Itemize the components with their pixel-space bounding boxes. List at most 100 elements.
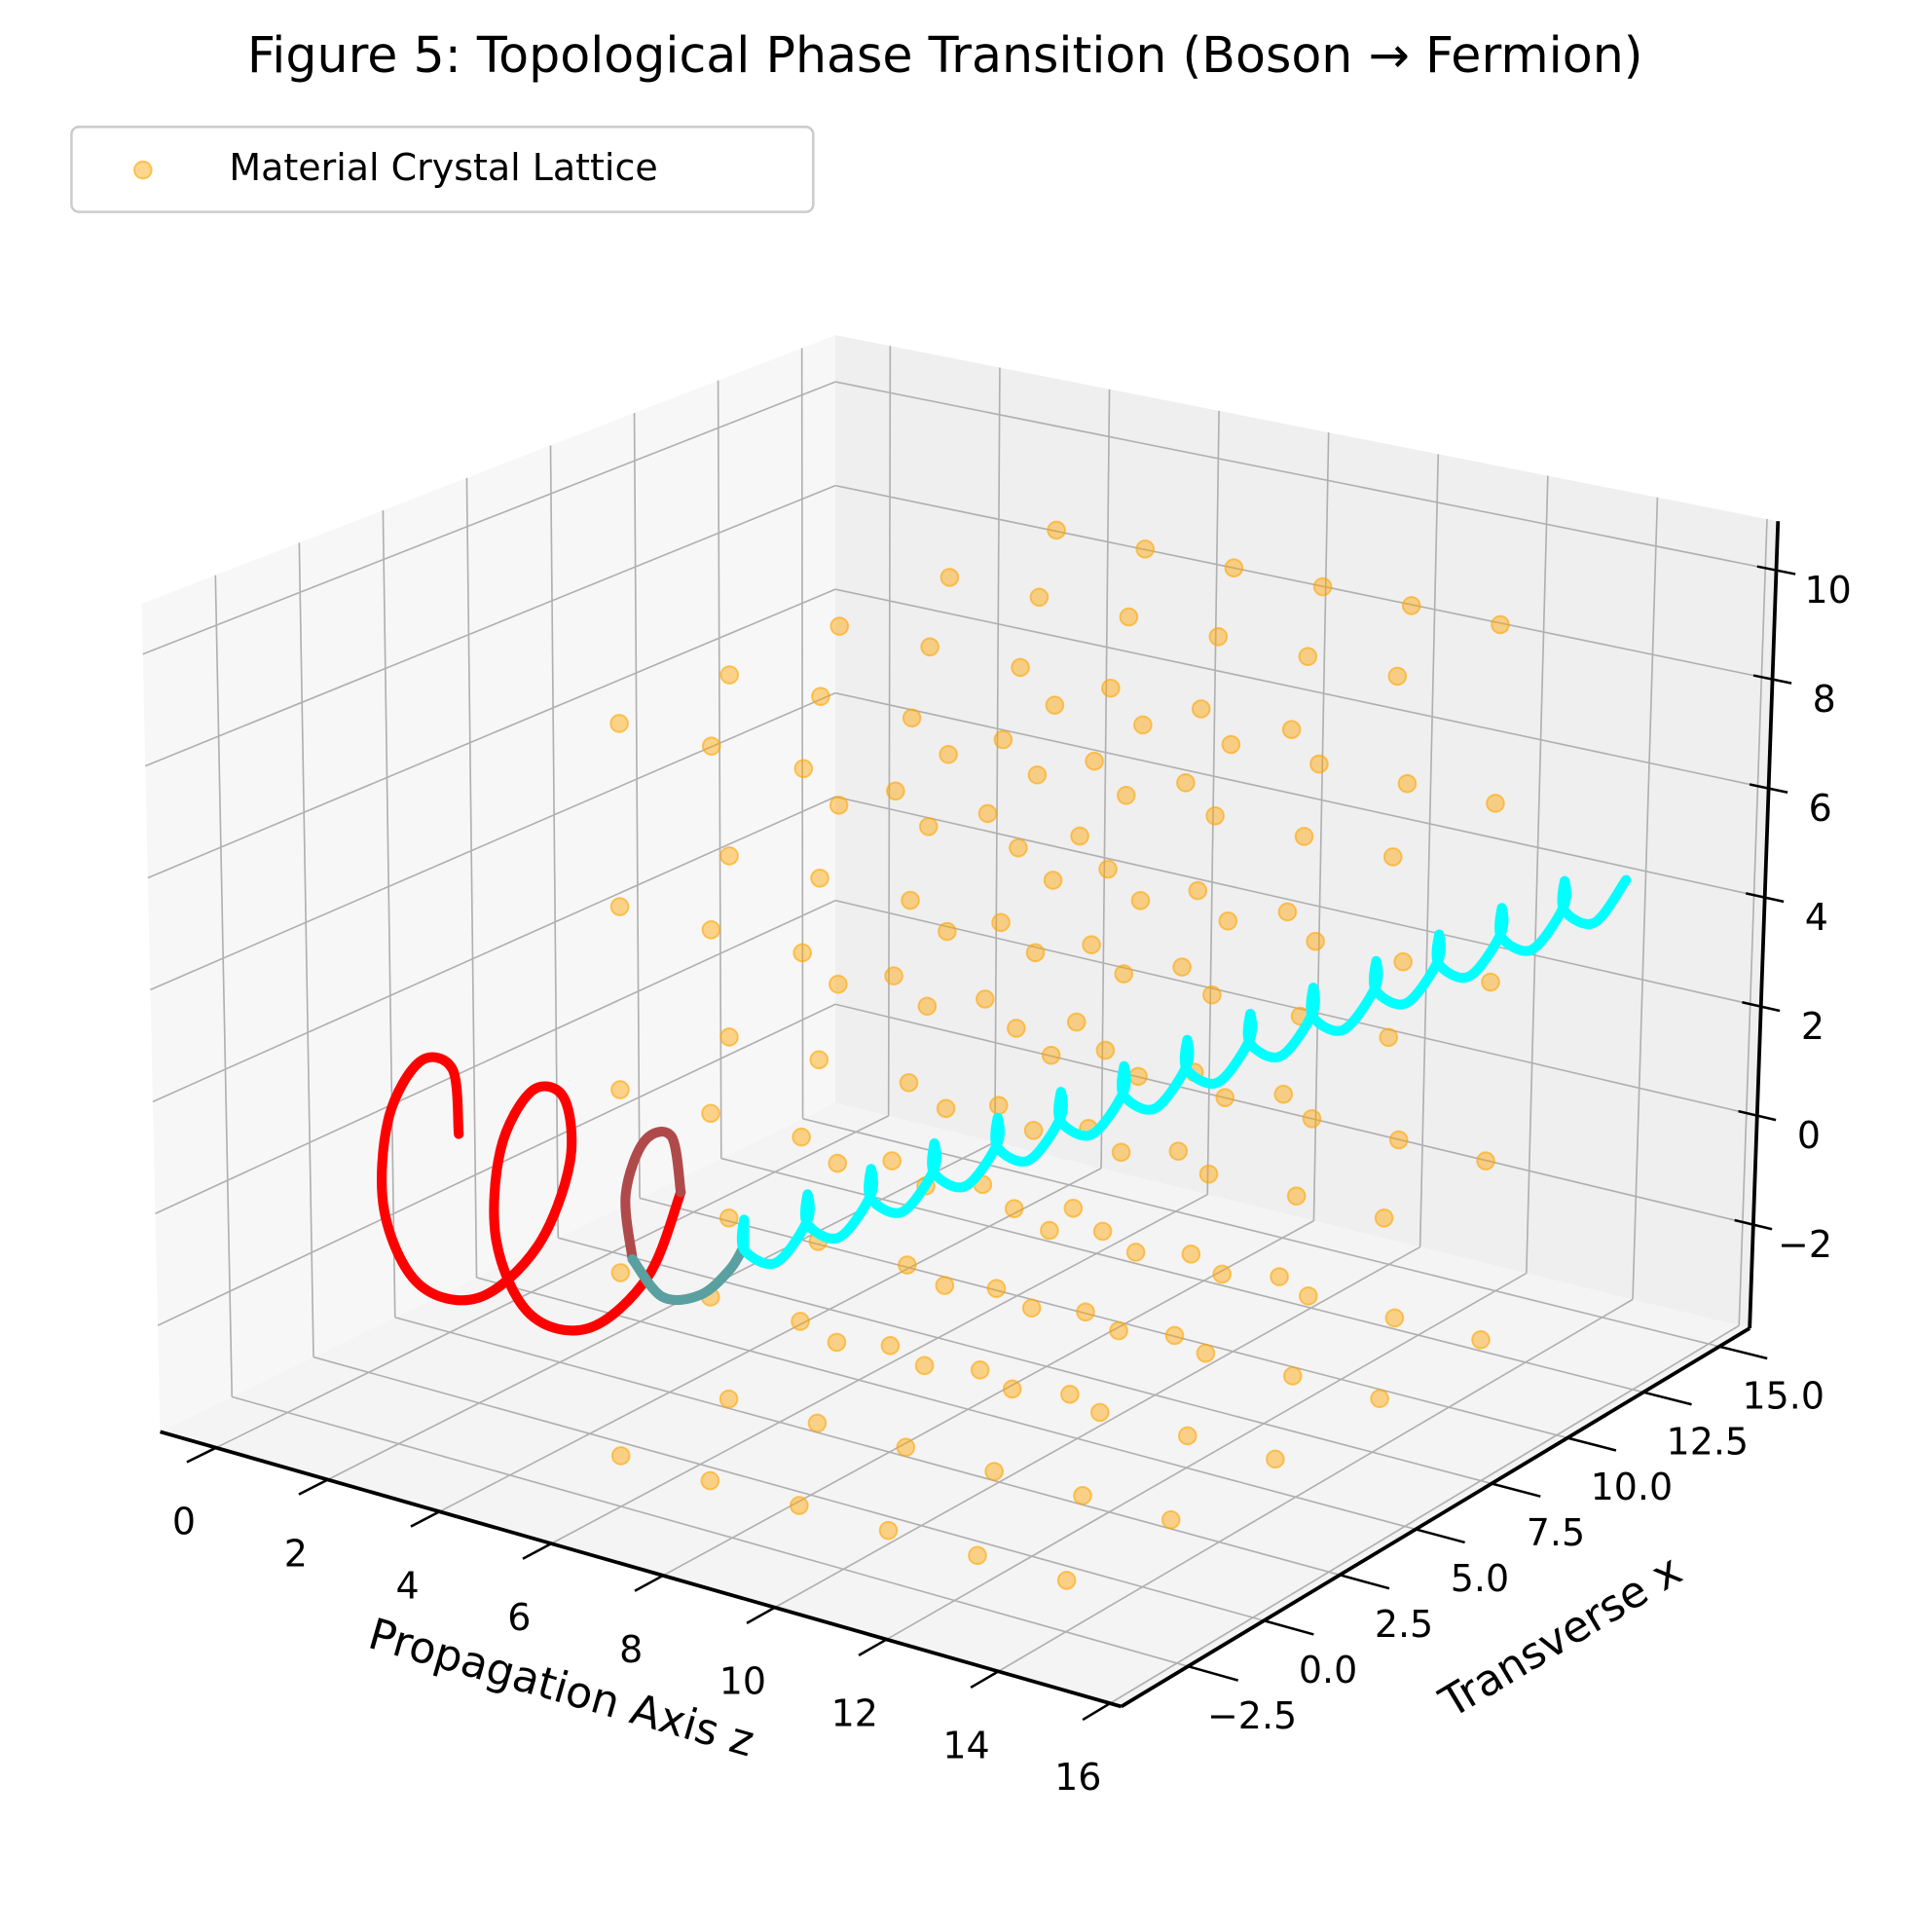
y-tick-label: 2.5: [1375, 1603, 1433, 1646]
x-tick-label: 10: [719, 1660, 766, 1703]
lattice-point: [829, 616, 850, 636]
lattice-point: [792, 1127, 811, 1147]
z-tick-label: 0: [1797, 1114, 1821, 1157]
lattice-point: [1076, 1302, 1095, 1322]
lattice-point: [719, 1027, 739, 1047]
grid-line: [834, 484, 1773, 681]
lattice-point: [886, 781, 905, 801]
lattice-point: [1004, 1199, 1024, 1218]
lattice-point: [880, 1336, 901, 1356]
lattice-point: [901, 890, 920, 910]
grid-line: [834, 588, 1769, 790]
lattice-point: [1202, 985, 1222, 1005]
x-tick: [298, 1478, 329, 1496]
lattice-point: [1176, 773, 1196, 793]
lattice-point: [1060, 1385, 1080, 1404]
lattice-point: [1215, 1088, 1235, 1107]
lattice-point: [1177, 1426, 1198, 1446]
grid-line: [887, 346, 892, 1116]
grid-line: [994, 367, 1001, 1142]
lattice-point: [1309, 754, 1329, 774]
z-tick-label: 2: [1801, 1005, 1824, 1048]
x-tick: [970, 1670, 1000, 1690]
panes: [141, 335, 1779, 1707]
lattice-point: [1085, 751, 1104, 771]
lattice-point: [902, 708, 922, 728]
grid-line: [834, 796, 1761, 1008]
lattice-point: [988, 1096, 1009, 1116]
x-tick-label: 8: [619, 1628, 643, 1671]
lattice-point: [896, 1437, 916, 1458]
lattice-point: [1205, 805, 1225, 826]
grid-line: [1206, 410, 1220, 1195]
grid-line: [144, 484, 836, 767]
lattice-point: [1370, 1389, 1389, 1409]
grid-line: [802, 1117, 1720, 1348]
lattice-point: [1063, 1198, 1084, 1218]
lattice-point: [1011, 657, 1030, 678]
lattice-point: [1066, 1012, 1087, 1032]
lattice-point: [1027, 764, 1048, 785]
z-tick-label: 6: [1809, 787, 1832, 830]
y-tick-label: 0.0: [1299, 1649, 1357, 1691]
lattice-point: [1045, 695, 1065, 715]
x-tick: [858, 1638, 888, 1656]
legend: Material Crystal Lattice: [70, 126, 815, 213]
lattice-point: [1379, 1027, 1399, 1048]
lattice-point: [809, 1050, 829, 1070]
y-tick: [1187, 1664, 1239, 1682]
lattice-point: [1212, 1264, 1233, 1284]
y-tick-label: 7.5: [1527, 1511, 1585, 1554]
z-tick: [1749, 783, 1788, 795]
x-tick-label: 14: [942, 1724, 989, 1766]
grid-line: [439, 1168, 1102, 1513]
lattice-point: [1302, 1108, 1322, 1129]
lattice-point: [1116, 785, 1136, 805]
helix-line: [627, 1241, 750, 1306]
lattice-point: [899, 1073, 919, 1093]
lattice-point: [807, 1413, 828, 1433]
grid-line: [313, 1356, 1265, 1622]
lattice-point: [1040, 1220, 1059, 1241]
lattice-point: [827, 1332, 847, 1353]
lattice-point: [1025, 943, 1046, 963]
lattice-point: [1168, 1141, 1189, 1161]
grid-line: [662, 1219, 1314, 1577]
pane-floor: [160, 1102, 1750, 1707]
grid-line: [465, 477, 478, 1278]
lattice-point: [917, 996, 938, 1017]
lattice-point: [701, 1103, 720, 1124]
lattice-point: [1109, 1320, 1128, 1341]
lattice-point: [1270, 1267, 1289, 1286]
grid-line: [214, 575, 234, 1397]
lattice-point: [718, 1389, 739, 1409]
grid-line: [150, 691, 836, 991]
y-axis-line: [1120, 1326, 1751, 1709]
z-tick: [1738, 1109, 1777, 1122]
lattice-point: [1089, 1402, 1110, 1423]
lattice-point: [1130, 891, 1151, 910]
lattice-point: [1476, 1151, 1495, 1170]
lattice-point: [610, 1080, 630, 1099]
lattice-point: [790, 1496, 809, 1515]
legend-box: [70, 126, 815, 213]
grid-line: [152, 796, 836, 1103]
lattice-point: [1273, 1084, 1294, 1104]
lattice-point: [719, 665, 740, 685]
lattice-point: [993, 729, 1013, 750]
lattice-point: [1043, 871, 1063, 890]
x-tick: [410, 1510, 441, 1528]
lattice-point: [1021, 1298, 1042, 1319]
grid-line: [476, 1277, 1417, 1531]
grid-line: [1738, 518, 1768, 1326]
grid-line: [142, 381, 836, 655]
x-tick-label: 12: [831, 1692, 878, 1735]
lattice-point: [1164, 1325, 1185, 1346]
grid-line: [549, 445, 560, 1239]
y-tick: [1263, 1619, 1314, 1636]
lattice-point: [1397, 773, 1418, 794]
lattice-point: [609, 897, 630, 916]
lattice-point: [1191, 699, 1211, 719]
lattice-point: [1401, 596, 1421, 615]
lattice-point: [991, 912, 1011, 933]
